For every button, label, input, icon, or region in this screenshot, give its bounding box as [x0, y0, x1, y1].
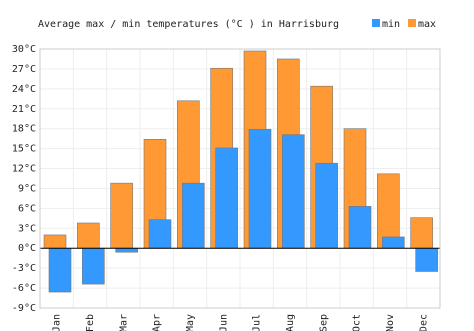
x-tick-label: Oct [352, 314, 363, 331]
x-tick-label: Jan [52, 314, 63, 331]
bar [43, 234, 67, 249]
bar [315, 162, 338, 249]
y-tick-label: 6°C [18, 203, 36, 214]
x-tick-label: Nov [385, 314, 396, 331]
y-tick-label: 3°C [18, 223, 36, 234]
bar [215, 147, 238, 249]
bar [248, 129, 272, 249]
bar [282, 134, 305, 249]
x-tick-label: Apr [152, 314, 163, 331]
y-tick-label: 24°C [12, 84, 36, 95]
legend-label: min [382, 19, 400, 30]
x-tick-label: Sep [318, 314, 329, 331]
y-tick-label: -3°C [12, 263, 36, 274]
bar [348, 206, 372, 249]
bar [115, 247, 138, 253]
x-tick-label: Jun [218, 314, 229, 331]
y-tick-label: 30°C [12, 44, 36, 55]
x-tick-label: Feb [85, 314, 96, 331]
y-tick-label: 27°C [12, 64, 36, 75]
bar [77, 222, 100, 249]
y-tick-label: 9°C [18, 183, 36, 194]
y-tick-label: -9°C [12, 303, 36, 314]
y-tick-label: 18°C [12, 124, 36, 135]
chart-title: Average max / min temperatures (°C ) in … [38, 19, 339, 30]
bar [110, 182, 133, 249]
y-tick-label: -6°C [12, 283, 36, 294]
legend-swatch [372, 19, 380, 27]
bar [415, 247, 438, 272]
bar [48, 247, 72, 293]
x-tick-label: Dec [418, 314, 429, 331]
bar [410, 217, 433, 249]
bar [148, 219, 172, 249]
legend-label: max [418, 19, 436, 30]
bar [382, 236, 405, 249]
x-tick-label: Aug [285, 314, 296, 331]
bar [82, 247, 105, 285]
y-tick-label: 15°C [12, 144, 36, 155]
x-tick-label: Mar [118, 314, 129, 331]
y-tick-label: 12°C [12, 164, 36, 175]
bar [182, 182, 205, 249]
legend-swatch [408, 19, 416, 27]
x-tick-label: Jul [252, 314, 263, 331]
y-tick-label: 0°C [18, 243, 36, 254]
x-tick-label: May [185, 314, 196, 331]
plot-border [39, 48, 441, 309]
y-tick-label: 21°C [12, 104, 36, 115]
